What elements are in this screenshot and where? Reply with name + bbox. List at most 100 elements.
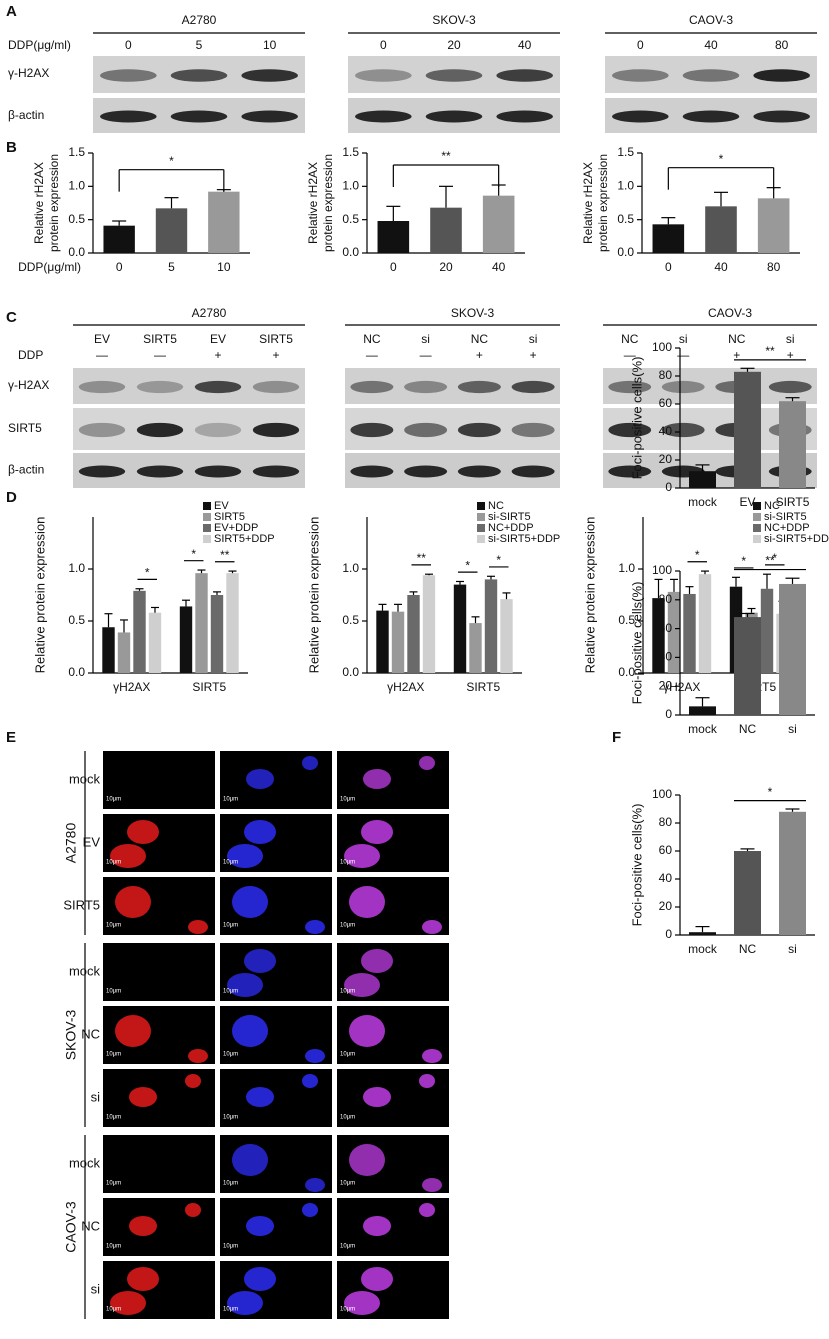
nucleus xyxy=(115,1015,151,1047)
bar xyxy=(195,573,208,673)
y-tick-label: 0.5 xyxy=(617,212,634,226)
nucleus xyxy=(115,886,151,918)
legend-swatch xyxy=(203,502,211,510)
nucleus xyxy=(422,1178,442,1192)
scale-label: 10μm xyxy=(223,1244,238,1250)
y-axis-label: protein expression xyxy=(321,154,335,252)
ddp-sign: — xyxy=(96,348,108,362)
bar xyxy=(377,221,410,253)
nucleus xyxy=(188,1049,208,1063)
y-tick-label: 1.0 xyxy=(342,179,359,193)
bar xyxy=(407,595,420,673)
bar xyxy=(760,588,774,673)
panel-label: D xyxy=(6,489,17,506)
y-tick-label: 0 xyxy=(665,927,672,941)
ddp-sign: + xyxy=(476,348,483,362)
x-tick-label: si xyxy=(788,942,797,956)
significance-label: * xyxy=(191,547,196,561)
dose: 0 xyxy=(380,38,387,52)
y-tick-label: 0.0 xyxy=(617,245,634,259)
scale-label: 10μm xyxy=(340,1307,355,1313)
legend-swatch xyxy=(753,524,761,532)
y-tick-label: 80 xyxy=(659,592,673,606)
nucleus xyxy=(419,756,435,770)
dose: 20 xyxy=(447,38,461,52)
y-tick-label: 1.5 xyxy=(342,145,359,159)
dose: 10 xyxy=(263,38,277,52)
bar xyxy=(734,617,761,715)
nucleus xyxy=(246,1216,274,1236)
blot-band xyxy=(194,380,242,394)
nucleus xyxy=(363,1216,391,1236)
row-label: γ-H2AX xyxy=(8,66,49,80)
ddp-sign: + xyxy=(272,348,279,362)
lane-label: si xyxy=(421,332,430,346)
blot-band xyxy=(425,110,483,123)
lane-label: SIRT5 xyxy=(143,332,177,346)
bar xyxy=(155,208,188,253)
x-tick-label: 0 xyxy=(390,260,397,274)
dose: 5 xyxy=(196,38,203,52)
dose: 40 xyxy=(704,38,718,52)
ddp-sign: — xyxy=(624,348,636,362)
x-tick-label: mock xyxy=(688,942,718,956)
ddp-sign: — xyxy=(154,348,166,362)
y-tick-label: 20 xyxy=(659,899,673,913)
nucleus xyxy=(185,1074,201,1088)
blot-band xyxy=(170,110,228,123)
lane-label: NC xyxy=(471,332,489,346)
bar xyxy=(148,612,162,673)
nucleus xyxy=(422,1049,442,1063)
ddp-sign: + xyxy=(787,348,794,362)
row-label: mock xyxy=(69,771,101,786)
nucleus xyxy=(302,1074,318,1088)
y-tick-label: 40 xyxy=(659,650,673,664)
significance-label: * xyxy=(169,154,174,168)
bar xyxy=(734,371,761,488)
x-tick-label: mock xyxy=(688,722,718,736)
legend-swatch xyxy=(477,513,485,521)
ddp-label: DDP xyxy=(18,348,43,362)
dose-label: DDP(μg/ml) xyxy=(8,38,71,52)
micrograph xyxy=(103,751,215,809)
y-tick-label: 60 xyxy=(659,843,673,857)
x-tick-label: 0 xyxy=(665,260,672,274)
micrograph xyxy=(103,943,215,1001)
row-label: β-actin xyxy=(8,463,44,477)
nucleus xyxy=(361,820,393,844)
legend-label: si-SIRT5+DDP xyxy=(764,533,829,545)
blot-band xyxy=(136,465,184,478)
blot-band xyxy=(355,69,412,82)
x-tick-label: 10 xyxy=(217,260,231,274)
blot-band xyxy=(241,69,298,82)
y-tick-label: 1.0 xyxy=(618,561,635,575)
y-tick-label: 1.0 xyxy=(617,179,634,193)
nucleus xyxy=(419,1074,435,1088)
legend-swatch xyxy=(203,513,211,521)
legend-swatch xyxy=(753,513,761,521)
row-label: γ-H2AX xyxy=(8,378,49,392)
nucleus xyxy=(129,1216,157,1236)
scale-label: 10μm xyxy=(106,1307,121,1313)
significance-label: * xyxy=(741,554,746,568)
blot-band xyxy=(496,110,553,123)
nucleus xyxy=(344,844,380,868)
y-tick-label: 0 xyxy=(665,707,672,721)
bar xyxy=(430,207,462,253)
ddp-sign: — xyxy=(677,348,689,362)
blot-band xyxy=(100,110,157,123)
x-tick-label: γH2AX xyxy=(387,680,424,694)
bar xyxy=(698,574,712,673)
blot-band xyxy=(661,422,705,438)
nucleus xyxy=(363,769,391,789)
bar xyxy=(779,583,806,715)
blot-band xyxy=(608,422,652,438)
panel-label: F xyxy=(612,729,621,746)
legend-label: si-SIRT5+DDP xyxy=(488,533,560,545)
cell-line: CAOV-3 xyxy=(708,306,752,320)
scale-label: 10μm xyxy=(106,797,121,803)
bar xyxy=(705,206,737,253)
bar xyxy=(226,573,239,673)
x-tick-label: EV xyxy=(739,495,755,509)
